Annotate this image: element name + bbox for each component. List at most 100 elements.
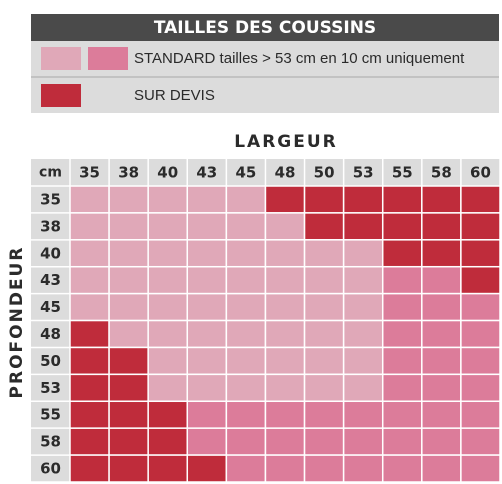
cell-45-38 [108, 292, 149, 322]
cell-55-60 [460, 400, 501, 429]
cell-40-45 [225, 239, 267, 268]
cell-38-58 [421, 212, 462, 241]
cell-60-45 [225, 454, 267, 483]
cell-48-40 [147, 319, 189, 349]
cell-48-45 [225, 319, 267, 349]
cell-38-43 [186, 212, 228, 241]
cell-43-43 [186, 265, 228, 295]
legend-title: TAILLES DES COUSSINS [31, 14, 499, 41]
cell-58-48 [264, 427, 306, 456]
cell-55-38 [108, 400, 149, 429]
cell-43-38 [108, 265, 149, 295]
cell-60-55 [381, 454, 423, 483]
legend-swatch-light-pink [41, 47, 81, 70]
column-header-53: 53 [353, 164, 374, 182]
cell-55-40 [147, 400, 189, 429]
cell-38-55 [381, 212, 423, 241]
cell-55-48 [264, 400, 306, 429]
cell-53-40 [147, 373, 189, 403]
legend-devis-label: SUR DEVIS [134, 87, 215, 104]
cell-58-45 [225, 427, 267, 456]
cell-53-45 [225, 373, 267, 403]
cell-53-53 [342, 373, 384, 403]
row-header-38: 38 [40, 217, 61, 235]
cell-45-43 [186, 292, 228, 322]
legend-divider [31, 76, 499, 78]
cell-43-45 [225, 265, 267, 295]
cell-60-48 [264, 454, 306, 483]
cell-35-35 [69, 185, 110, 214]
cell-38-45 [225, 212, 267, 241]
cell-60-35 [69, 454, 110, 483]
cell-55-58 [421, 400, 462, 429]
cell-45-48 [264, 292, 306, 322]
cell-35-38 [108, 185, 149, 214]
cell-53-58 [421, 373, 462, 403]
cell-40-40 [147, 239, 189, 268]
cell-60-50 [303, 454, 345, 483]
cell-45-60 [460, 292, 501, 322]
cell-38-50 [303, 212, 345, 241]
cell-40-55 [381, 239, 423, 268]
cell-38-60 [460, 212, 501, 241]
cell-38-48 [264, 212, 306, 241]
cell-40-50 [303, 239, 345, 268]
cell-45-45 [225, 292, 267, 322]
row-header-55: 55 [40, 406, 61, 424]
row-header-58: 58 [40, 433, 61, 451]
column-header-60: 60 [470, 164, 491, 182]
column-header-58: 58 [431, 164, 452, 182]
legend: STANDARD tailles > 53 cm en 10 cm unique… [31, 41, 499, 113]
x-axis-label: LARGEUR [234, 132, 338, 152]
cell-55-50 [303, 400, 345, 429]
row-header-35: 35 [40, 190, 61, 208]
row-header-43: 43 [40, 271, 61, 289]
cell-40-43 [186, 239, 228, 268]
column-header-43: 43 [196, 164, 217, 182]
column-header-35: 35 [79, 164, 100, 182]
cell-35-55 [381, 185, 423, 214]
cell-48-58 [421, 319, 462, 349]
cell-38-38 [108, 212, 149, 241]
cell-58-40 [147, 427, 189, 456]
cell-60-40 [147, 454, 189, 483]
cell-38-35 [69, 212, 110, 241]
cell-58-50 [303, 427, 345, 456]
cell-45-50 [303, 292, 345, 322]
cell-53-48 [264, 373, 306, 403]
cell-45-35 [69, 292, 110, 322]
cell-40-60 [460, 239, 501, 268]
column-header-45: 45 [235, 164, 256, 182]
cell-43-55 [381, 265, 423, 295]
legend-row-devis: SUR DEVIS [31, 78, 499, 113]
cell-50-38 [108, 346, 149, 376]
cell-53-43 [186, 373, 228, 403]
column-header-50: 50 [314, 164, 335, 182]
cell-50-58 [421, 346, 462, 376]
cell-53-55 [381, 373, 423, 403]
cell-40-53 [342, 239, 384, 268]
cell-58-35 [69, 427, 110, 456]
cell-45-55 [381, 292, 423, 322]
cell-60-38 [108, 454, 149, 483]
row-header-45: 45 [40, 298, 61, 316]
cell-50-40 [147, 346, 189, 376]
cell-55-45 [225, 400, 267, 429]
cell-50-48 [264, 346, 306, 376]
legend-swatch-pink [88, 47, 128, 70]
cell-58-58 [421, 427, 462, 456]
cell-43-48 [264, 265, 306, 295]
cell-45-58 [421, 292, 462, 322]
cell-50-50 [303, 346, 345, 376]
cell-50-43 [186, 346, 228, 376]
column-header-38: 38 [118, 164, 139, 182]
legend-swatch-red [41, 84, 81, 107]
cell-48-60 [460, 319, 501, 349]
cell-58-43 [186, 427, 228, 456]
cell-55-55 [381, 400, 423, 429]
column-header-40: 40 [157, 164, 178, 182]
cell-43-53 [342, 265, 384, 295]
row-header-50: 50 [40, 352, 61, 370]
cell-35-60 [460, 185, 501, 214]
cell-40-35 [69, 239, 110, 268]
